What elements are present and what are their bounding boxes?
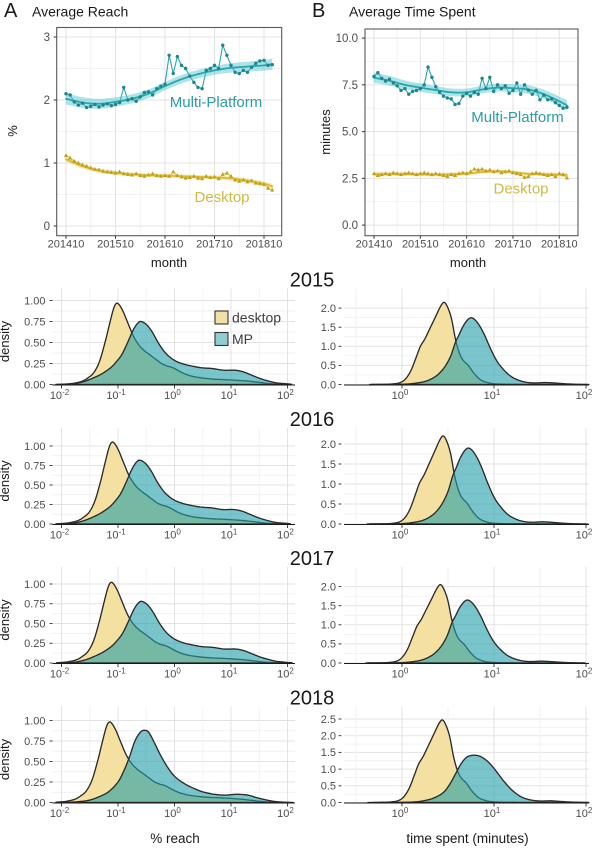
svg-text:% reach: % reach (150, 831, 200, 846)
svg-text:density: density (0, 738, 12, 780)
svg-text:201810: 201810 (541, 239, 578, 251)
svg-text:1.5: 1.5 (321, 322, 336, 334)
svg-text:1.00: 1.00 (24, 715, 45, 727)
svg-text:2017: 2017 (290, 548, 335, 570)
svg-text:0.50: 0.50 (24, 337, 45, 349)
svg-text:1: 1 (44, 158, 50, 170)
svg-text:Average Time Spent: Average Time Spent (349, 4, 476, 20)
svg-text:2.5: 2.5 (342, 173, 358, 185)
svg-text:2.5: 2.5 (321, 714, 336, 726)
svg-text:0.50: 0.50 (24, 618, 45, 630)
svg-text:month: month (450, 255, 486, 270)
svg-text:201710: 201710 (495, 239, 532, 251)
svg-text:201610: 201610 (147, 239, 184, 251)
svg-text:density: density (0, 320, 12, 362)
svg-text:7.5: 7.5 (342, 80, 358, 92)
svg-text:0.50: 0.50 (24, 480, 45, 492)
svg-text:201810: 201810 (246, 239, 283, 251)
svg-text:10.0: 10.0 (336, 33, 358, 45)
svg-text:0.25: 0.25 (24, 777, 45, 789)
svg-text:0.0: 0.0 (321, 797, 336, 809)
svg-text:1.5: 1.5 (321, 747, 336, 759)
svg-text:201610: 201610 (448, 239, 485, 251)
svg-text:2.0: 2.0 (321, 581, 336, 593)
svg-text:2.0: 2.0 (321, 303, 336, 315)
svg-text:5.0: 5.0 (342, 127, 358, 139)
svg-text:0.5: 0.5 (321, 499, 336, 511)
svg-text:0.5: 0.5 (321, 360, 336, 372)
svg-text:1.5: 1.5 (321, 459, 336, 471)
svg-text:0: 0 (44, 221, 50, 233)
svg-text:2016: 2016 (290, 409, 335, 431)
svg-text:0.00: 0.00 (24, 519, 45, 531)
svg-text:2: 2 (44, 95, 50, 107)
svg-text:0.5: 0.5 (321, 781, 336, 793)
svg-text:time spent (minutes): time spent (minutes) (406, 831, 528, 846)
svg-text:Multi-Platform: Multi-Platform (170, 94, 263, 111)
svg-text:0.25: 0.25 (24, 499, 45, 511)
svg-text:1.0: 1.0 (321, 764, 336, 776)
svg-text:0.75: 0.75 (24, 599, 45, 611)
svg-text:desktop: desktop (232, 309, 281, 325)
svg-text:1.0: 1.0 (321, 341, 336, 353)
svg-text:density: density (0, 599, 12, 641)
svg-text:1.00: 1.00 (24, 579, 45, 591)
svg-text:0.0: 0.0 (321, 658, 336, 670)
svg-text:density: density (0, 460, 12, 502)
svg-text:0.5: 0.5 (321, 639, 336, 651)
svg-text:0.00: 0.00 (24, 379, 45, 391)
svg-text:0.75: 0.75 (24, 316, 45, 328)
svg-text:2018: 2018 (290, 687, 335, 709)
svg-text:201510: 201510 (402, 239, 439, 251)
svg-text:A: A (4, 0, 18, 22)
svg-text:0.75: 0.75 (24, 736, 45, 748)
svg-text:0.0: 0.0 (321, 519, 336, 531)
svg-text:Desktop: Desktop (194, 189, 249, 206)
svg-text:0.50: 0.50 (24, 756, 45, 768)
svg-text:201510: 201510 (97, 239, 134, 251)
svg-text:201410: 201410 (356, 239, 393, 251)
svg-text:B: B (312, 0, 325, 22)
svg-text:%: % (5, 125, 20, 137)
svg-text:2.0: 2.0 (321, 731, 336, 743)
svg-text:0.25: 0.25 (24, 638, 45, 650)
svg-text:1.5: 1.5 (321, 601, 336, 613)
svg-text:0.0: 0.0 (321, 379, 336, 391)
svg-text:0.00: 0.00 (24, 797, 45, 809)
svg-text:MP: MP (232, 331, 253, 347)
svg-text:0.25: 0.25 (24, 358, 45, 370)
svg-text:0.0: 0.0 (342, 220, 358, 232)
svg-text:3: 3 (44, 32, 50, 44)
svg-text:minutes: minutes (318, 109, 333, 155)
svg-text:month: month (151, 255, 187, 270)
svg-text:1.0: 1.0 (321, 479, 336, 491)
svg-text:1.00: 1.00 (24, 295, 45, 307)
svg-text:201410: 201410 (48, 239, 85, 251)
svg-text:1.0: 1.0 (321, 620, 336, 632)
svg-text:Multi-Platform: Multi-Platform (471, 109, 564, 126)
svg-text:201710: 201710 (196, 239, 233, 251)
svg-text:0.75: 0.75 (24, 460, 45, 472)
svg-text:1.00: 1.00 (24, 441, 45, 453)
svg-text:2015: 2015 (290, 269, 335, 291)
svg-text:2.0: 2.0 (321, 439, 336, 451)
svg-text:0.00: 0.00 (24, 658, 45, 670)
svg-text:Desktop: Desktop (493, 181, 548, 198)
svg-text:Average Reach: Average Reach (32, 4, 128, 20)
